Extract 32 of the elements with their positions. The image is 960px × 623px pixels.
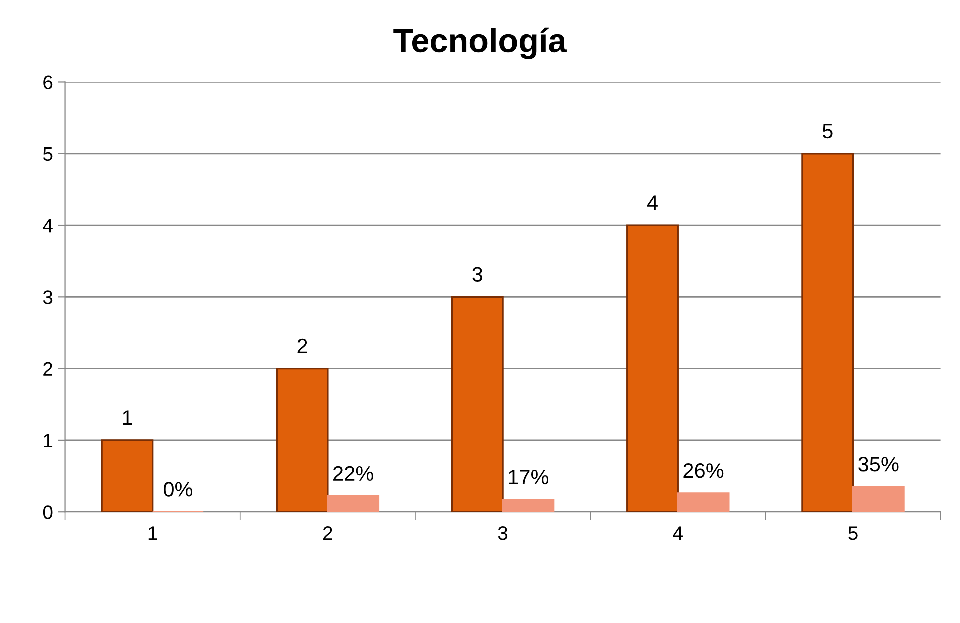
data-label: 5 xyxy=(822,124,833,139)
bar xyxy=(677,492,730,512)
y-tick-label: 2 xyxy=(44,362,52,376)
x-tick-label: 4 xyxy=(673,526,683,540)
data-label: 4 xyxy=(647,196,658,210)
data-label: 3 xyxy=(472,267,483,282)
bar xyxy=(626,224,679,512)
bar xyxy=(276,368,329,512)
bar xyxy=(502,499,555,512)
y-tick-label: 0 xyxy=(43,506,53,520)
x-tick-label: 5 xyxy=(848,526,858,540)
data-label: 2 xyxy=(298,338,308,354)
data-label: 1 xyxy=(123,410,132,426)
data-label: 22% xyxy=(334,466,374,482)
bar xyxy=(802,153,854,512)
bar xyxy=(327,496,380,512)
chart-title: Tecnología xyxy=(394,28,567,60)
x-tick-label: 2 xyxy=(324,526,332,540)
bar xyxy=(101,440,154,512)
x-tick-label: 3 xyxy=(498,526,508,540)
data-label: 35% xyxy=(858,457,899,472)
data-label: 26% xyxy=(684,463,724,478)
data-label: 0% xyxy=(164,482,193,497)
x-tick-label: 1 xyxy=(148,526,158,540)
bar xyxy=(852,486,905,512)
bar xyxy=(451,296,504,512)
y-tick-label: 5 xyxy=(43,148,53,162)
y-tick-label: 3 xyxy=(43,290,53,304)
y-tick-label: 4 xyxy=(43,219,53,233)
data-label: 17% xyxy=(509,470,549,485)
y-tick-label: 1 xyxy=(44,434,53,448)
y-tick-label: 6 xyxy=(44,76,53,90)
